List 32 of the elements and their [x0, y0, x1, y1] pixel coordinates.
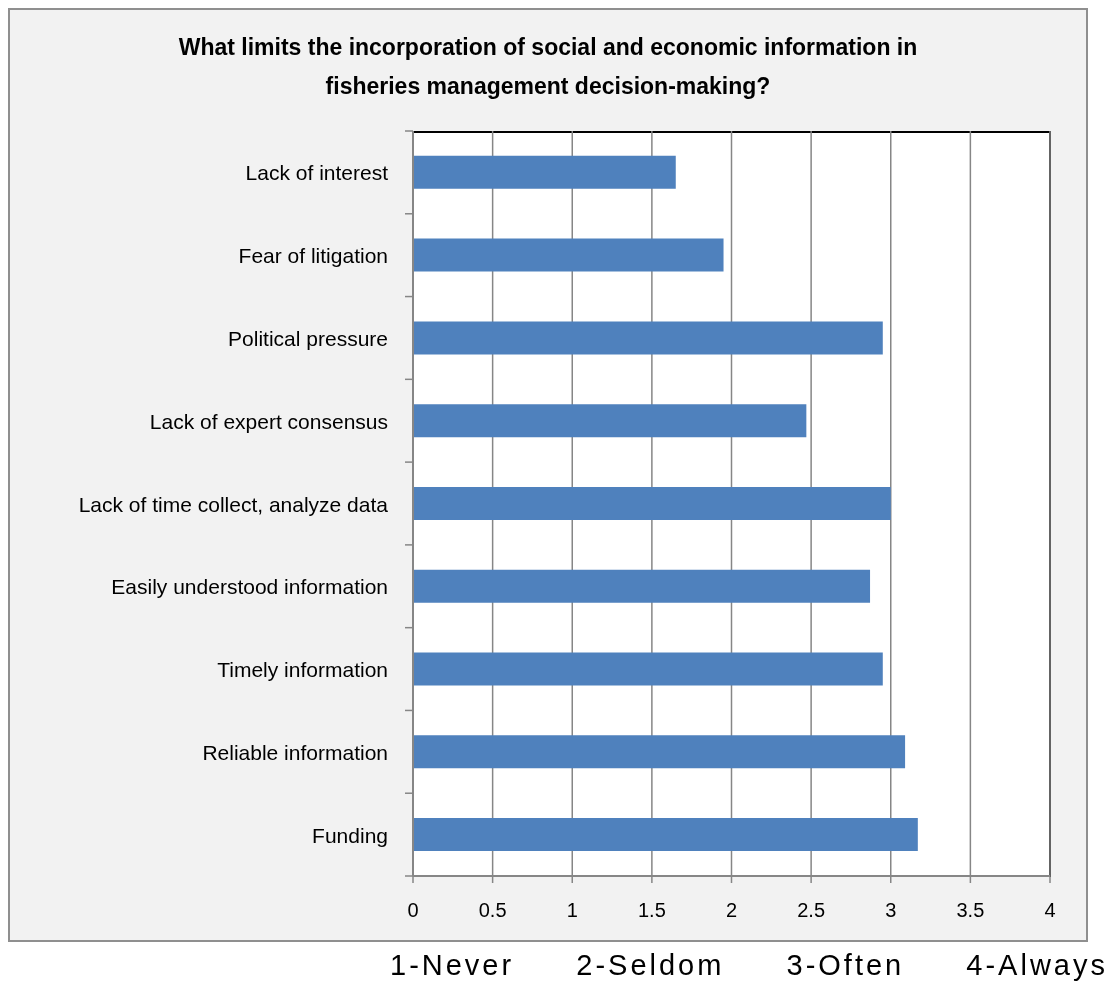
bar — [413, 569, 871, 603]
x-tick-label: 3 — [885, 899, 897, 922]
y-tick-label: Lack of interest — [245, 160, 389, 184]
bar — [413, 652, 883, 686]
text: 1-Never — [390, 949, 515, 981]
y-tick-label: Reliable information — [202, 740, 388, 764]
x-tick-label: 4 — [1044, 899, 1056, 922]
bar — [413, 155, 676, 189]
y-tick-label: Lack of expert consensus — [149, 409, 388, 433]
x-tick-label: 3.5 — [956, 899, 985, 922]
y-tick-label: Funding — [312, 823, 388, 847]
text: 2-Seldom — [576, 949, 725, 981]
bar — [413, 238, 724, 272]
bar — [413, 321, 883, 355]
y-tick-label: Timely information — [217, 657, 388, 681]
text: 3-Often — [786, 949, 905, 981]
bar — [413, 735, 906, 769]
x-tick-label: 2 — [725, 899, 738, 922]
y-tick-label: Fear of litigation — [238, 243, 388, 267]
x-tick-label: 0 — [407, 899, 419, 922]
x-tick-label: 2.5 — [797, 899, 826, 922]
bar — [413, 818, 918, 852]
text: 4-Always — [966, 949, 1108, 981]
y-tick-label: Easily understood information — [111, 574, 388, 598]
x-tick-label: 1.5 — [637, 899, 666, 922]
bar — [413, 404, 807, 438]
x-tick-label: 0.5 — [478, 899, 507, 922]
y-tick-label: Political pressure — [228, 326, 388, 350]
bar — [413, 486, 891, 520]
chart-title: What limits the incorporation of social and economic information in fisheries management decision-making? — [178, 34, 918, 99]
y-tick-label: Lack of time collect, analyze data — [78, 492, 389, 515]
x-tick-label: 1 — [566, 899, 578, 922]
